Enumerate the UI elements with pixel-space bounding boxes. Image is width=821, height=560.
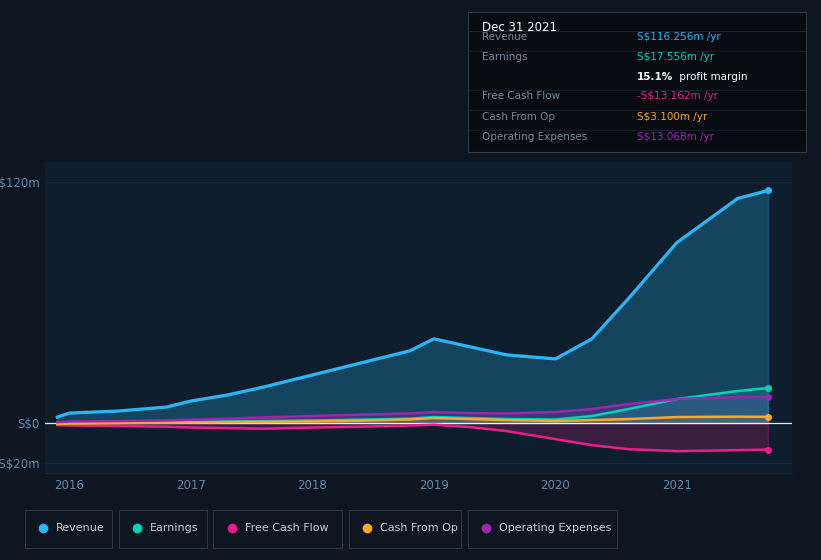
Text: 15.1%: 15.1%: [637, 72, 673, 82]
FancyBboxPatch shape: [213, 510, 342, 548]
Text: S$3.100m /yr: S$3.100m /yr: [637, 112, 707, 122]
Text: Revenue: Revenue: [482, 32, 526, 43]
FancyBboxPatch shape: [349, 510, 461, 548]
Text: Operating Expenses: Operating Expenses: [482, 132, 587, 142]
Text: Cash From Op: Cash From Op: [380, 523, 458, 533]
Text: Earnings: Earnings: [150, 523, 199, 533]
Text: S$13.068m /yr: S$13.068m /yr: [637, 132, 714, 142]
Text: profit margin: profit margin: [676, 72, 747, 82]
FancyBboxPatch shape: [119, 510, 207, 548]
Text: Revenue: Revenue: [56, 523, 104, 533]
Text: Free Cash Flow: Free Cash Flow: [482, 91, 560, 101]
Text: Cash From Op: Cash From Op: [482, 112, 554, 122]
Text: Earnings: Earnings: [482, 52, 527, 62]
FancyBboxPatch shape: [25, 510, 112, 548]
Text: -S$13.162m /yr: -S$13.162m /yr: [637, 91, 718, 101]
FancyBboxPatch shape: [468, 510, 617, 548]
Text: Dec 31 2021: Dec 31 2021: [482, 21, 557, 34]
Text: Free Cash Flow: Free Cash Flow: [245, 523, 328, 533]
Text: S$17.556m /yr: S$17.556m /yr: [637, 52, 714, 62]
Text: Operating Expenses: Operating Expenses: [499, 523, 612, 533]
Text: S$116.256m /yr: S$116.256m /yr: [637, 32, 721, 43]
